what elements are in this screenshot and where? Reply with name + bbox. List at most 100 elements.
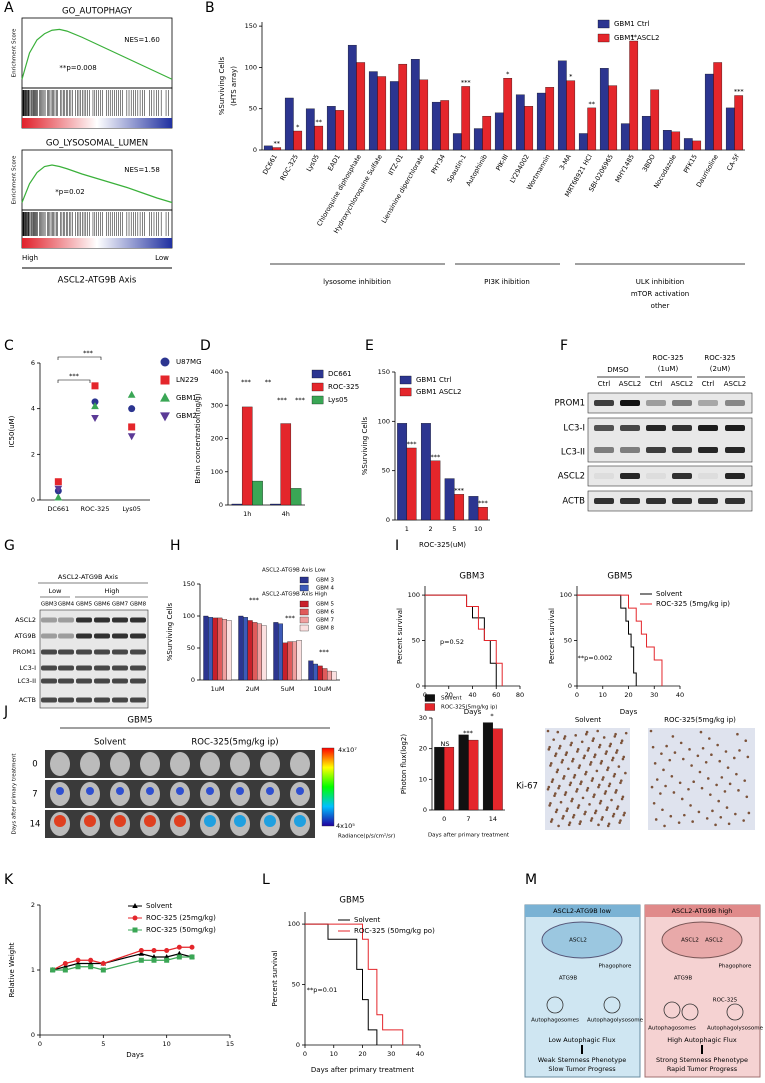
bar	[431, 101, 441, 151]
marker	[132, 903, 138, 908]
diagram-label: Phagophore	[719, 964, 753, 970]
decoration	[41, 649, 57, 655]
x-tick-label: Autophinib	[464, 153, 489, 187]
decoration	[587, 465, 753, 487]
decoration	[130, 633, 146, 639]
x-tick-label: 60	[492, 691, 500, 699]
decoration	[662, 768, 665, 772]
decoration	[732, 756, 736, 760]
decoration	[587, 746, 591, 750]
decoration	[651, 745, 655, 749]
decoration	[593, 755, 596, 759]
decoration	[593, 793, 596, 796]
annotation: **p=0.008	[59, 64, 96, 72]
bar	[356, 62, 366, 151]
decoration	[550, 780, 554, 783]
decoration	[621, 795, 625, 799]
decoration	[728, 782, 732, 786]
x-tick-label: 10	[330, 1050, 338, 1058]
decoration	[582, 756, 586, 760]
decoration	[574, 734, 577, 737]
group-label: ULK inhibition	[636, 278, 684, 286]
decoration	[555, 770, 559, 774]
protein-label: ATG9B	[14, 632, 36, 640]
decoration	[57, 356, 102, 360]
decoration	[593, 753, 597, 757]
stain-label: Ki-67	[516, 782, 538, 792]
decoration	[672, 447, 692, 453]
bar	[452, 133, 462, 151]
bar	[287, 641, 293, 681]
x-tick-label: Liensinine diperchlorate	[380, 153, 426, 225]
decoration	[587, 392, 753, 414]
bar	[331, 671, 337, 681]
bar	[454, 494, 465, 521]
protein-label: LC3-I	[563, 424, 585, 434]
scale-label: Radiance(p/s/cm²/sr)	[338, 833, 395, 840]
bar	[261, 625, 267, 681]
x-axis-label: Days	[126, 1051, 144, 1059]
decoration	[716, 743, 719, 747]
decoration	[622, 755, 626, 759]
decoration	[681, 1003, 699, 1021]
x-axis-label: Days	[620, 708, 638, 716]
y-axis-label: Percent survival	[548, 608, 556, 664]
legend-label: GBM2	[176, 412, 197, 420]
decoration	[599, 799, 603, 803]
decoration	[738, 749, 741, 752]
y-tick-label: 50	[382, 467, 390, 475]
decoration	[130, 617, 146, 623]
legend-label: LN229	[176, 376, 199, 384]
bar	[713, 62, 723, 151]
decoration	[615, 789, 618, 792]
decoration	[94, 633, 110, 639]
legend-swatch	[597, 19, 610, 29]
y-tick-label: 400	[211, 368, 223, 376]
decoration	[590, 779, 594, 782]
decoration	[743, 779, 747, 782]
legend-label: U87MG	[176, 358, 202, 366]
diagram-label: Autophagosomes	[531, 1018, 579, 1024]
day-label: 0	[32, 760, 37, 770]
decoration	[727, 822, 731, 826]
decoration	[550, 818, 554, 821]
y-tick-label: 0	[31, 496, 35, 504]
y-tick-label: 100	[408, 591, 420, 599]
axis-title: ASCL2-ATG9B Axis	[58, 276, 137, 286]
decoration	[58, 665, 74, 671]
legend-swatch	[399, 387, 412, 397]
marker	[91, 382, 99, 390]
lane-label: GBM8	[130, 602, 147, 608]
decoration	[618, 821, 621, 824]
decoration	[586, 786, 590, 790]
decoration	[611, 814, 615, 818]
y-tick-label: 100	[288, 920, 300, 928]
decoration	[547, 785, 551, 789]
marker	[160, 357, 170, 367]
bar	[327, 670, 332, 681]
decoration	[558, 746, 561, 750]
decoration	[584, 732, 588, 736]
panel-label: M	[525, 872, 537, 888]
decoration	[736, 732, 739, 736]
decoration	[614, 732, 617, 736]
diagram-label: High Autophagic Flux	[667, 1036, 737, 1044]
bar	[545, 87, 555, 151]
y-tick-label: 0	[191, 676, 195, 684]
decoration	[691, 820, 694, 823]
day-label: 7	[32, 790, 37, 800]
decoration	[745, 795, 749, 799]
decoration	[525, 905, 640, 917]
lane-label: GBM6	[94, 602, 111, 608]
decoration	[624, 771, 627, 775]
decoration	[565, 751, 569, 754]
diagram-label: Autophagosomes	[648, 1026, 696, 1032]
lane-label: GBM4	[58, 602, 75, 608]
decoration	[646, 447, 666, 453]
protein-label: ASCL2	[558, 472, 585, 482]
decoration	[697, 810, 701, 814]
y-tick-label: 0	[31, 1031, 35, 1039]
legend-label: GBM1 ASCL2	[614, 34, 659, 42]
decoration	[724, 750, 728, 753]
marker	[62, 961, 68, 966]
